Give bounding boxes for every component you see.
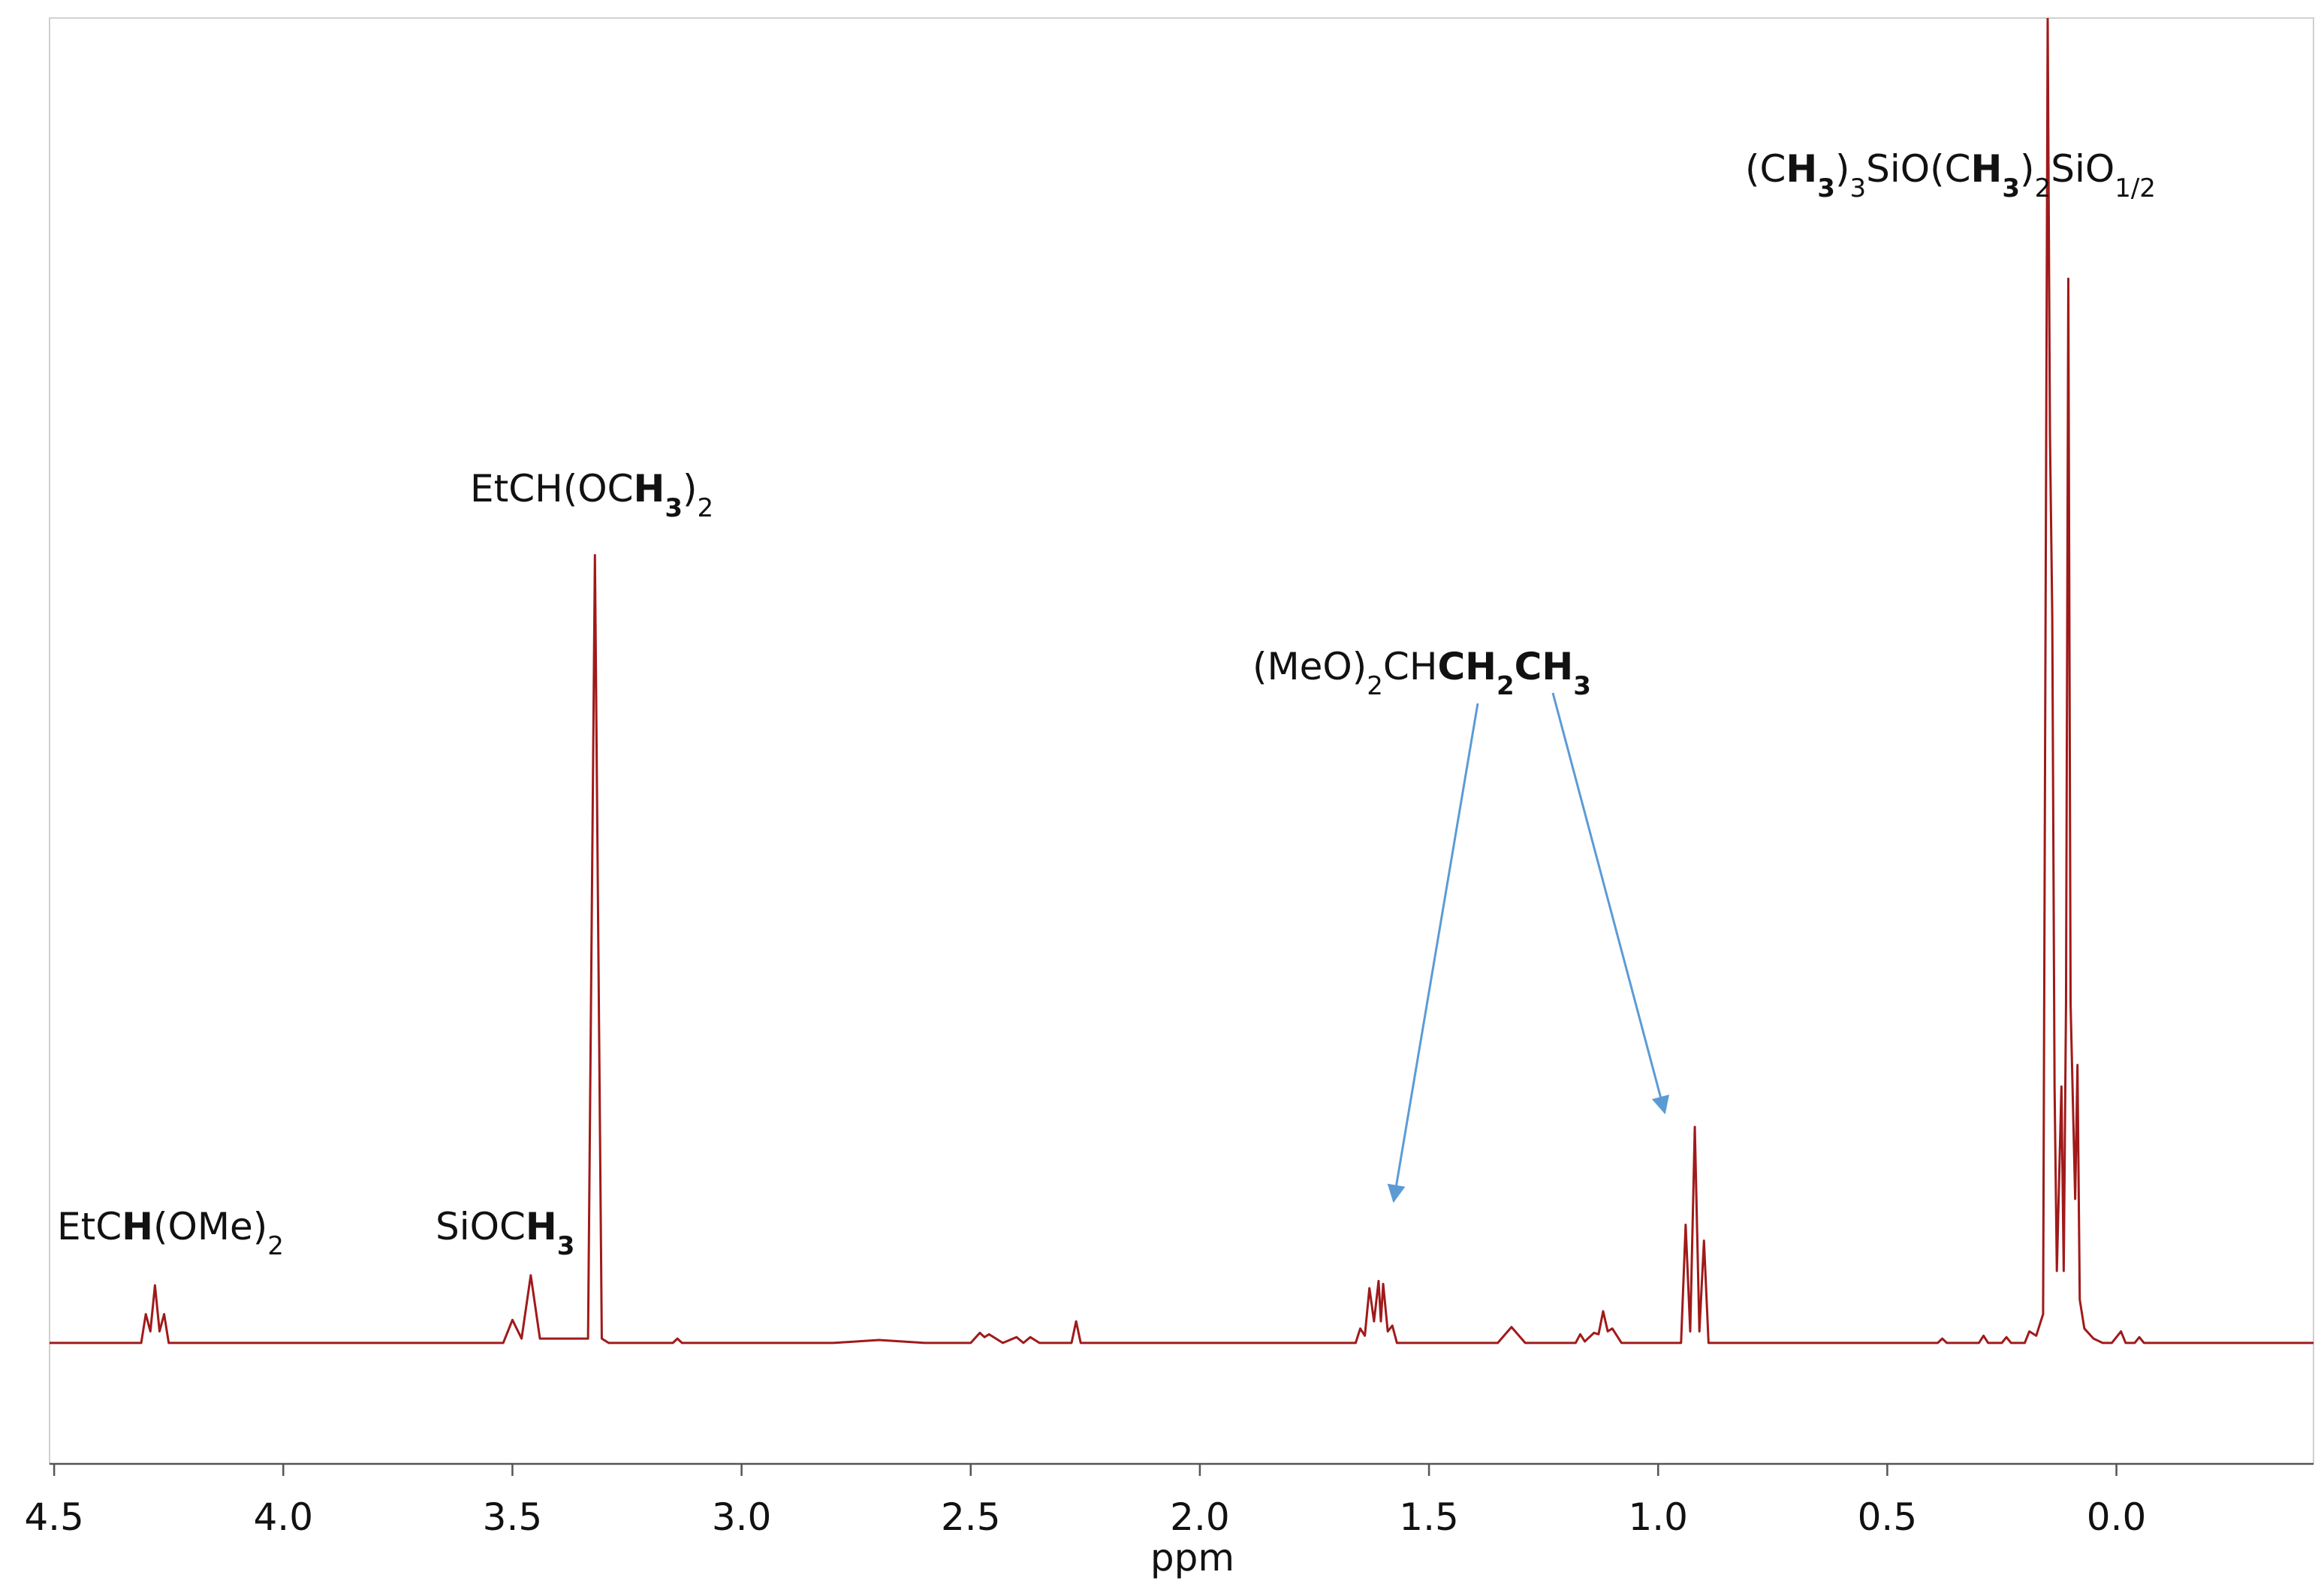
x-tick-label: 4.5: [24, 1495, 84, 1539]
annotation-part: 3: [1573, 671, 1591, 701]
annotation-part: 2: [267, 1231, 284, 1261]
annotation-part: SiO: [2051, 147, 2115, 191]
annotation-part: 3: [665, 493, 683, 523]
annotation-part: EtC: [57, 1205, 122, 1248]
annotation-part: SiO(C: [1866, 147, 1970, 191]
annotation-part: 2: [1367, 671, 1383, 701]
annotation-arrow: [1551, 692, 1670, 1115]
x-tick-label: 0.0: [2087, 1495, 2147, 1539]
x-tick-label: 1.5: [1399, 1495, 1459, 1539]
annotation-arrow: [1387, 703, 1479, 1203]
x-tick-label: 2.0: [1170, 1495, 1230, 1539]
annotation: (MeO)2CHCH2CH3: [1252, 645, 1591, 701]
annotation: (CH3)3SiO(CH3)2SiO1/2: [1745, 147, 2156, 203]
annotation-part: 2: [698, 493, 714, 523]
annotation-part: 3: [2002, 173, 2020, 203]
annotation-part: (C: [1745, 147, 1786, 191]
annotation-part: 3: [1849, 173, 1866, 203]
annotation: EtCH(OMe)2: [57, 1205, 284, 1261]
annotation-part: (MeO): [1252, 645, 1367, 688]
annotation-part: ): [683, 467, 698, 510]
annotation-part: H: [1971, 147, 2003, 191]
annotation-part: H: [1786, 147, 1817, 191]
annotation-part: CH: [1437, 645, 1497, 688]
annotation-part: 2: [2035, 173, 2051, 203]
x-axis-label: ppm: [1150, 1536, 1234, 1579]
x-tick-label: 3.0: [712, 1495, 772, 1539]
annotation-part: CH: [1383, 645, 1438, 688]
x-tick-label: 0.5: [1858, 1495, 1918, 1539]
annotation-part: 3: [1817, 173, 1835, 203]
annotation-part: ): [2020, 147, 2035, 191]
annotation-part: H: [526, 1205, 557, 1248]
x-tick-label: 4.0: [253, 1495, 313, 1539]
spectrum-line: [50, 18, 2313, 1345]
annotation-part: (OMe): [153, 1205, 267, 1248]
annotation-part: SiOC: [436, 1205, 526, 1248]
annotation-part: 1/2: [2115, 173, 2156, 203]
annotation-part: 3: [557, 1231, 575, 1261]
annotation-part: CH: [1515, 645, 1574, 688]
x-tick-label: 2.5: [941, 1495, 1001, 1539]
plot-frame: [49, 17, 2314, 1465]
x-tick-label: 3.5: [483, 1495, 543, 1539]
annotation-part: ): [1835, 147, 1850, 191]
annotation: SiOCH3: [436, 1205, 574, 1261]
annotation: EtCH(OCH3)2: [470, 467, 713, 523]
annotation-part: 2: [1497, 671, 1515, 701]
x-tick-label: 1.0: [1628, 1495, 1688, 1539]
annotation-part: H: [633, 467, 665, 510]
annotation-part: H: [122, 1205, 153, 1248]
plot-area: [50, 18, 2313, 1345]
annotation-part: EtCH(OC: [470, 467, 633, 510]
